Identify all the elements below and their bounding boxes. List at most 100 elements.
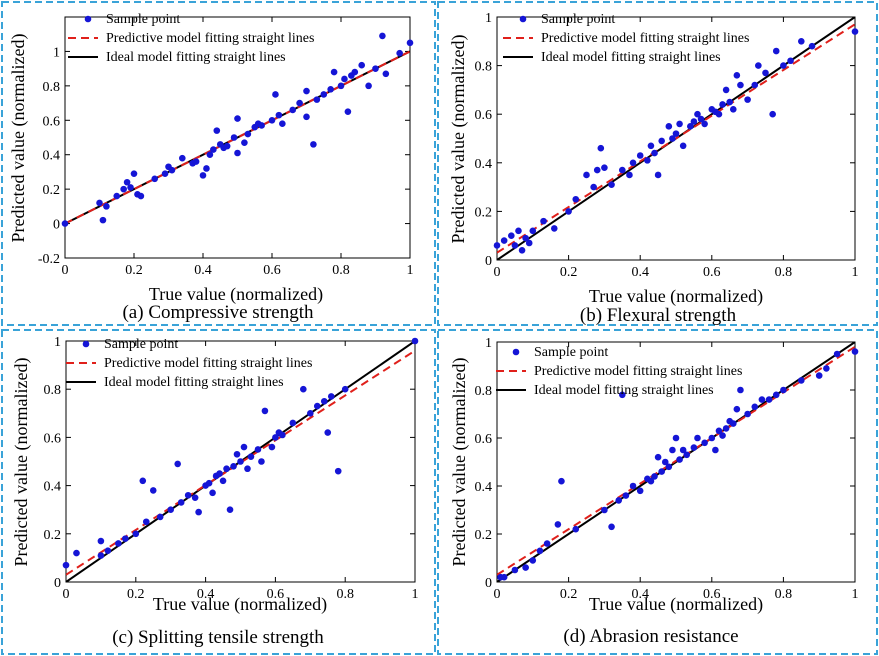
legend-ideal-label: Ideal model fitting straight lines <box>541 50 721 65</box>
panel-caption: (c) Splitting tensile strength <box>112 627 324 648</box>
sample-point <box>672 434 680 442</box>
sample-point <box>324 429 332 436</box>
x-tick-label: 0 <box>62 263 69 278</box>
sample-point <box>237 458 244 465</box>
sample-point <box>406 39 414 47</box>
sample-point <box>203 165 210 172</box>
sample-point <box>177 499 185 506</box>
sample-point <box>798 38 805 45</box>
sample-point <box>307 410 314 417</box>
x-tick-label: 0.4 <box>631 265 649 280</box>
sample-point <box>258 122 265 129</box>
sample-point <box>651 473 658 480</box>
sample-point <box>687 123 694 130</box>
sample-point <box>629 482 637 490</box>
sample-point <box>769 110 776 118</box>
sample-point <box>772 391 780 399</box>
y-tick-label: 1 <box>54 335 61 350</box>
sample-point <box>313 402 321 410</box>
sample-point <box>508 232 515 239</box>
sample-point <box>279 431 286 439</box>
sample-point <box>676 120 683 128</box>
sample-point <box>615 497 623 504</box>
sample-point <box>120 185 127 193</box>
sample-point <box>572 195 580 203</box>
sample-point <box>61 220 69 227</box>
sample-point <box>268 443 276 451</box>
x-tick-label: 0 <box>494 587 501 602</box>
y-tick-label: 0.2 <box>475 528 493 543</box>
sample-point <box>554 521 562 528</box>
sample-point <box>320 91 328 98</box>
sample-point <box>540 217 547 225</box>
sample-point <box>712 446 719 454</box>
sample-point <box>258 458 265 465</box>
sample-point <box>132 530 140 538</box>
sample-point <box>500 237 508 244</box>
y-tick-label: 0.6 <box>475 108 493 123</box>
sample-point <box>149 487 157 494</box>
sample-point <box>518 246 526 254</box>
sample-point <box>701 120 708 128</box>
sample-point <box>694 110 701 118</box>
sample-point <box>351 68 359 76</box>
sample-point <box>751 403 759 411</box>
sample-point <box>493 242 501 249</box>
fit-lines <box>65 50 410 225</box>
sample-point <box>593 166 601 174</box>
chart-flexural-strength: 0 0.2 0.4 0.6 0.8 1 0 0.2 0.4 0.6 0.8 1 Sample point… <box>437 1 878 326</box>
y-tick-label: 1 <box>485 336 492 351</box>
legend-predictive-label: Predictive model fitting straight lines <box>541 31 749 46</box>
sample-point <box>798 377 805 384</box>
sample-point <box>300 385 307 393</box>
sample-point <box>626 171 633 179</box>
y-tick-label: 0 <box>485 576 492 591</box>
sample-point <box>565 208 572 215</box>
sample-point <box>303 87 310 95</box>
y-tick-label: 0.8 <box>475 384 493 399</box>
sample-point <box>213 127 221 134</box>
sample-point <box>330 68 338 76</box>
sample-point <box>289 106 297 114</box>
sample-point <box>254 446 262 453</box>
y-axis-title: Predicted value (normalized) <box>449 358 470 567</box>
sample-point <box>780 62 787 69</box>
sample-point <box>296 99 303 107</box>
sample-point <box>206 151 214 159</box>
sample-point <box>199 172 207 179</box>
sample-point <box>780 386 787 394</box>
sample-point <box>104 547 112 554</box>
sample-point <box>522 564 529 571</box>
sample-point <box>558 477 565 485</box>
fit-lines <box>497 17 855 260</box>
sample-point <box>344 108 352 115</box>
sample-point <box>733 72 741 79</box>
sample-point <box>690 118 698 125</box>
sample-point <box>130 170 138 177</box>
sample-point <box>525 239 533 247</box>
x-tick-label: 0.8 <box>775 265 793 280</box>
y-axis-title: Predicted value (normalized) <box>8 34 29 243</box>
sample-point <box>365 82 372 90</box>
sample-point <box>719 101 726 108</box>
sample-point <box>379 32 386 40</box>
sample-point <box>737 386 744 394</box>
sample-point <box>679 446 687 454</box>
sample-point <box>226 506 234 513</box>
sample-point <box>184 491 192 499</box>
sample-point <box>268 116 276 124</box>
sample-point <box>411 337 419 345</box>
sample-point <box>572 525 580 533</box>
legend-predictive-label: Predictive model fitting straight lines <box>104 356 312 371</box>
y-tick-label: 0 <box>54 576 61 591</box>
sample-point <box>244 130 252 138</box>
sample-point <box>219 477 227 485</box>
sample-point <box>358 61 366 69</box>
sample-point <box>139 477 147 485</box>
sample-point <box>715 110 723 118</box>
chart-splitting-tensile-strength: 0 0.2 0.4 0.6 0.8 1 0 0.2 0.4 0.6 0.8 1 Sample point… <box>1 329 436 655</box>
sample-point <box>851 28 859 35</box>
sample-point <box>708 434 716 442</box>
axes-frame <box>64 16 411 259</box>
sample-point <box>755 62 762 69</box>
